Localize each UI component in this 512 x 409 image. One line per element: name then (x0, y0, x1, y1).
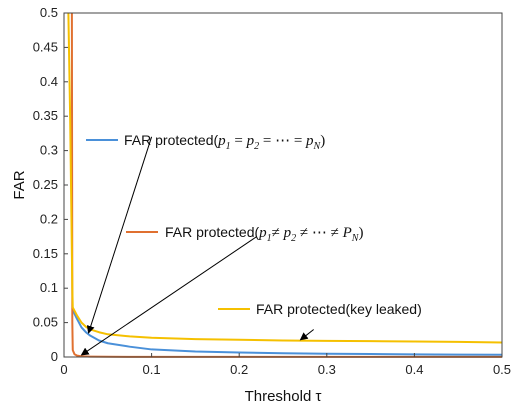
ticks-layer: 0 0.1 0.2 0.3 0.4 0.5 0 0.05 0.1 0.15 0.2 0.25 0.3 0.… (33, 5, 511, 377)
annotation-label: FAR protected(p1≠ p2 ≠ ⋯ ≠ PN) (165, 224, 363, 244)
series-line-0 (71, 309, 503, 356)
annotation-2: FAR protected(key leaked) (218, 301, 422, 341)
series-line-2 (67, 12, 503, 344)
y-tick-label: 0 (51, 349, 58, 364)
x-tick-label: 0.3 (318, 362, 336, 377)
y-tick-label: 0.25 (33, 177, 58, 192)
annotation-arrow (86, 136, 153, 334)
y-tick-label: 0.15 (33, 246, 58, 261)
y-tick-label: 0.45 (33, 39, 58, 54)
x-tick-label: 0.1 (143, 362, 161, 377)
annotation-arrow (80, 236, 257, 356)
x-tick-label: 0.4 (405, 362, 423, 377)
annotation-label: FAR protected(key leaked) (256, 301, 422, 317)
x-tick-label: 0.5 (493, 362, 511, 377)
x-tick-label: 0.2 (230, 362, 248, 377)
y-tick-label: 0.4 (40, 74, 58, 89)
x-tick-label: 0 (60, 362, 67, 377)
y-tick-label: 0.35 (33, 108, 58, 123)
annotation-arrow (299, 329, 314, 341)
y-tick-label: 0.1 (40, 280, 58, 295)
annotation-label: FAR protected(p1 = p2 = ⋯ = pN) (124, 132, 325, 152)
y-tick-label: 0.3 (40, 143, 58, 158)
y-tick-label: 0.5 (40, 5, 58, 20)
y-tick-label: 0.05 (33, 315, 58, 330)
y-tick-label: 0.2 (40, 211, 58, 226)
annotation-0: FAR protected(p1 = p2 = ⋯ = pN) (86, 132, 325, 334)
annotation-1: FAR protected(p1≠ p2 ≠ ⋯ ≠ PN) (80, 224, 363, 356)
x-axis-label: Threshold τ (245, 388, 322, 405)
plot-area (64, 13, 502, 357)
annotation-layer: FAR protected(p1 = p2 = ⋯ = pN) FAR prote… (80, 132, 422, 356)
y-axis-label: FAR (11, 170, 28, 199)
